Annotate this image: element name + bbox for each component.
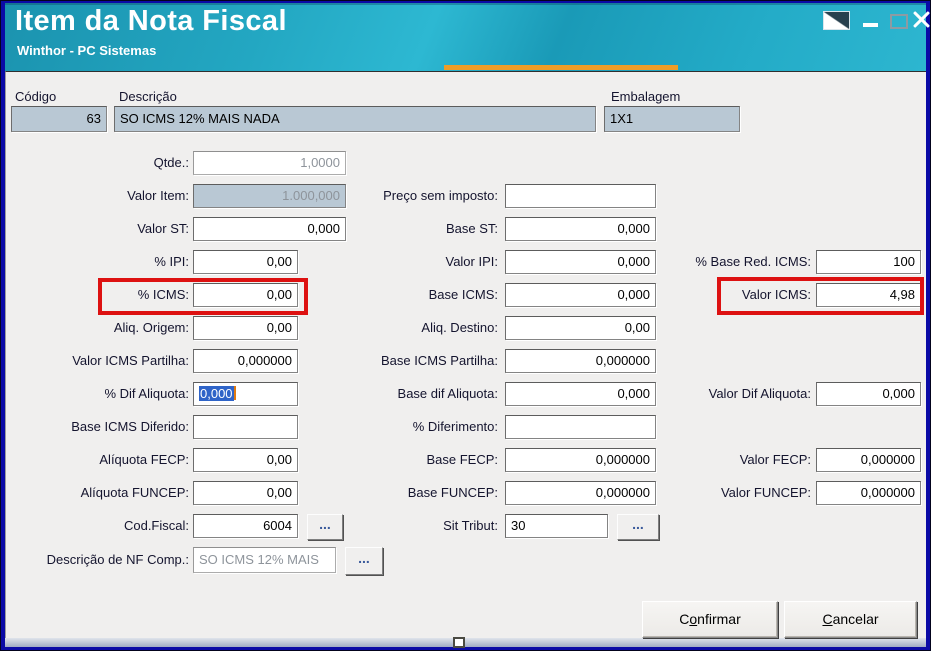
valor-st-field[interactable]: 0,000 [193,217,346,241]
descricao-nf-comp-label: Descrição de NF Comp.: [46,552,189,567]
form-panel [5,71,926,638]
base-icms-diferido-field[interactable] [193,415,298,439]
valor-ipi-label: Valor IPI: [445,254,498,269]
aliq-origem-label: Aliq. Origem: [113,320,189,335]
base-fecp-label: Base FECP: [426,452,498,467]
valor-funcep-field[interactable]: 0,000000 [816,481,921,505]
base-fecp-field[interactable]: 0,000000 [505,448,656,472]
valor-fecp-label: Valor FECP: [739,452,811,467]
base-dif-aliquota-field[interactable]: 0,000 [505,382,656,406]
aliquota-funcep-field[interactable]: 0,00 [193,481,298,505]
valor-funcep-label: Valor FUNCEP: [720,485,811,500]
close-icon[interactable] [912,10,930,29]
perc-ipi-label: % IPI: [154,254,189,269]
window-subtitle: Winthor - PC Sistemas [17,43,157,58]
header-accent-bar [444,65,678,70]
minimize-icon[interactable] [863,23,878,27]
window-title: Item da Nota Fiscal [15,5,287,37]
base-icms-diferido-label: Base ICMS Diferido: [71,419,189,434]
valor-icms-partilha-field[interactable]: 0,000000 [193,349,298,373]
base-icms-partilha-label: Base ICMS Partilha: [380,353,498,368]
valor-icms-label: Valor ICMS: [741,287,811,302]
sit-tribut-label: Sit Tribut: [443,518,498,533]
cod-fiscal-label: Cod.Fiscal: [123,518,189,533]
cod-fiscal-field[interactable]: 6004 [193,514,298,538]
embalagem-field: 1X1 [604,106,740,132]
aliq-origem-field[interactable]: 0,00 [193,316,298,340]
perc-diferimento-field[interactable] [505,415,656,439]
codigo-label: Código [15,89,57,104]
perc-diferimento-label: % Diferimento: [412,419,498,434]
base-funcep-label: Base FUNCEP: [407,485,498,500]
maximize-icon [890,14,908,29]
aliquota-fecp-field[interactable]: 0,00 [193,448,298,472]
selected-text: 0,000 [199,386,234,401]
codigo-field: 63 [11,106,107,132]
confirmar-label-post: nfirmar [697,611,741,627]
resize-grip[interactable] [453,637,465,648]
valor-icms-partilha-label: Valor ICMS Partilha: [72,353,189,368]
valor-item-field: 1.000,000 [193,184,346,208]
perc-icms-field[interactable]: 0,00 [193,283,298,307]
qtde-field: 1,0000 [193,151,346,175]
cancelar-button[interactable]: Cancelar [784,601,917,638]
valor-icms-field[interactable]: 4,98 [816,283,921,307]
valor-st-label: Valor ST: [137,221,189,236]
valor-fecp-field[interactable]: 0,000000 [816,448,921,472]
base-st-field[interactable]: 0,000 [505,217,656,241]
base-st-label: Base ST: [445,221,498,236]
sit-tribut-field[interactable]: 30 [505,514,608,538]
preco-sem-imposto-label: Preço sem imposto: [383,188,498,203]
valor-item-label: Valor Item: [127,188,189,203]
bottom-frame-strip [5,638,926,647]
aliq-destino-label: Aliq. Destino: [421,320,498,335]
descricao-nf-comp-field: SO ICMS 12% MAIS [193,547,336,573]
valor-ipi-field[interactable]: 0,000 [505,250,656,274]
aliquota-fecp-label: Alíquota FECP: [99,452,189,467]
perc-icms-label: % ICMS: [137,287,189,302]
text-cursor [233,386,236,400]
cod-fiscal-lookup-button[interactable]: ... [307,514,343,540]
base-icms-label: Base ICMS: [428,287,498,302]
base-icms-field[interactable]: 0,000 [505,283,656,307]
descricao-label: Descrição [119,89,177,104]
confirmar-button[interactable]: Confirmar [642,601,778,638]
perc-ipi-field[interactable]: 0,00 [193,250,298,274]
base-funcep-field[interactable]: 0,000000 [505,481,656,505]
valor-dif-aliquota-field[interactable]: 0,000 [816,382,921,406]
descricao-nf-comp-lookup-button[interactable]: ... [345,547,383,575]
preco-sem-imposto-field[interactable] [505,184,656,208]
descricao-field: SO ICMS 12% MAIS NADA [114,106,596,132]
title-bar: Item da Nota Fiscal Winthor - PC Sistema… [5,3,926,71]
cancelar-label-post: ancelar [832,611,879,627]
confirmar-label-accel: o [689,611,698,627]
sit-tribut-lookup-button[interactable]: ... [617,514,659,540]
valor-dif-aliquota-label: Valor Dif Aliquota: [708,386,811,401]
aliq-destino-field[interactable]: 0,00 [505,316,656,340]
perc-dif-aliquota-field[interactable]: 0,000 [193,382,298,406]
confirmar-label-pre: C [679,611,690,627]
cancelar-label-accel: C [822,611,833,627]
aliquota-funcep-label: Alíquota FUNCEP: [80,485,189,500]
restore-diagonal-icon[interactable] [823,11,850,30]
base-dif-aliquota-label: Base dif Aliquota: [397,386,498,401]
embalagem-label: Embalagem [611,89,681,104]
perc-dif-aliquota-label: % Dif Aliquota: [104,386,189,401]
qtde-label: Qtde.: [153,155,189,170]
base-icms-partilha-field[interactable]: 0,000000 [505,349,656,373]
perc-base-red-icms-field[interactable]: 100 [816,250,921,274]
perc-base-red-icms-label: % Base Red. ICMS: [695,254,811,269]
